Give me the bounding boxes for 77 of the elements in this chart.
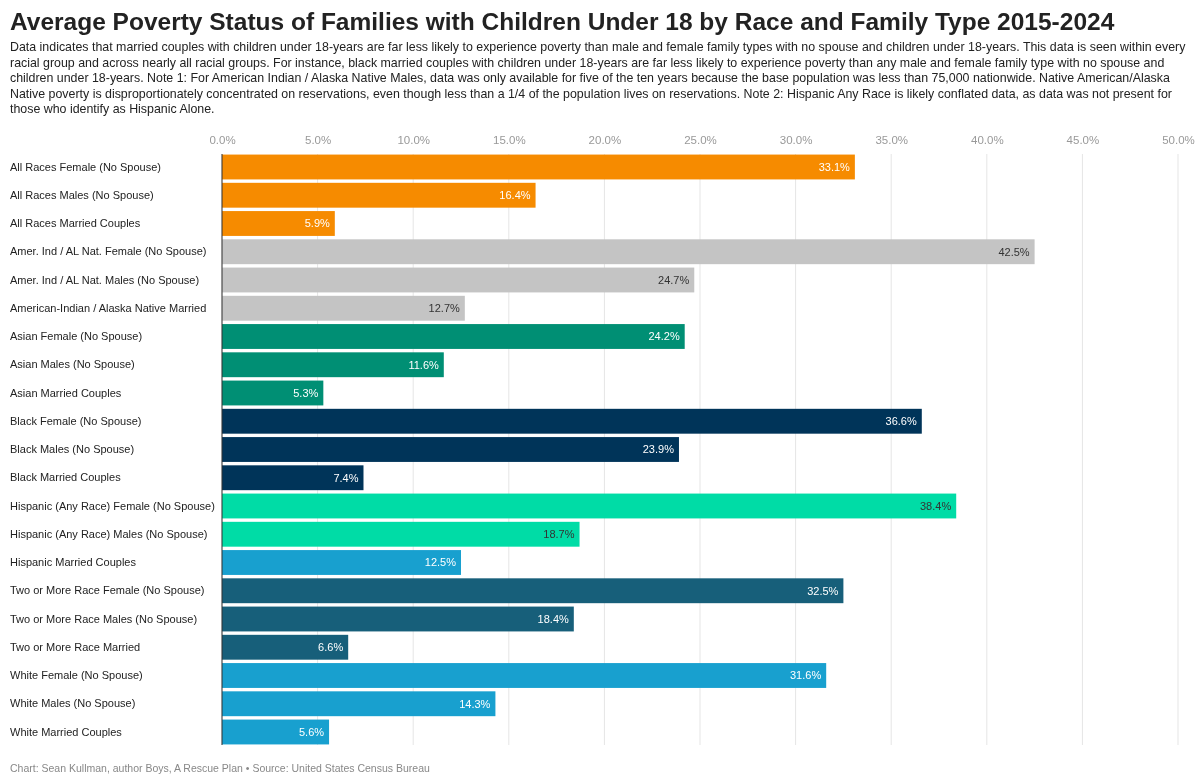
y-tick-label: White Married Couples [10, 725, 123, 738]
y-tick-label: All Races Female (No Spouse) [10, 160, 162, 173]
x-tick-label: 10.0% [397, 134, 430, 146]
y-tick-label: Black Female (No Spouse) [10, 414, 142, 427]
bar [222, 465, 364, 491]
data-label: 7.4% [333, 471, 359, 484]
bar [222, 239, 1035, 265]
y-tick-label: Two or More Race Female (No Spouse) [10, 584, 205, 597]
data-label: 16.4% [499, 189, 531, 202]
x-tick-label: 50.0% [1162, 134, 1195, 146]
x-tick-label: 40.0% [971, 134, 1004, 146]
bar [222, 437, 679, 462]
data-label: 31.6% [789, 669, 822, 682]
y-tick-label: Amer. Ind / AL Nat. Female (No Spouse) [10, 245, 207, 258]
bar [222, 408, 922, 434]
data-label: 24.7% [658, 273, 690, 286]
bar [222, 493, 957, 519]
data-label: 18.7% [543, 528, 575, 541]
y-tick-label: Amer. Ind / AL Nat. Males (No Spouse) [10, 273, 200, 286]
y-tick-label: Asian Female (No Spouse) [10, 330, 143, 343]
data-label: 32.5% [807, 584, 839, 597]
bar [222, 154, 855, 180]
bar [222, 267, 695, 293]
data-label: 5.9% [304, 217, 331, 230]
bar [222, 521, 580, 547]
y-tick-label: White Female (No Spouse) [10, 669, 143, 682]
x-tick-label: 30.0% [779, 134, 813, 146]
bar [222, 663, 827, 688]
bar [222, 380, 324, 406]
bar [222, 634, 349, 660]
bar [222, 606, 574, 632]
data-label: 24.2% [648, 330, 680, 343]
bar [222, 295, 465, 321]
x-tick-label: 45.0% [1066, 134, 1100, 146]
y-tick-label: Hispanic (Any Race) Males (No Spouse) [10, 527, 208, 540]
y-tick-label: Two or More Race Married [10, 640, 141, 653]
y-tick-label: Black Married Couples [10, 471, 122, 484]
y-tick-label: Hispanic Married Couples [10, 556, 137, 569]
data-label: 12.7% [428, 302, 461, 315]
data-label: 6.6% [318, 641, 344, 654]
y-tick-label: American-Indian / Alaska Native Married [10, 301, 207, 314]
y-tick-label: White Males (No Spouse) [10, 697, 136, 710]
chart-subtitle: Data indicates that married couples with children under 18-years are far less likely to experience poverty than male and female family types with no spouse and children under 18-years. This data is seen within every racial group and across nearly all racial groups. For instance, black married couples with children under 18-years are far less likely to experience poverty than any male and female family type with no spouse and children under 18-years. Note 1: For American Indian / Alaska Native Males, data was only available for five of the ten years because the base population was less than 75,000 nationwide. Native American/Alaska Native poverty is disproportionately concentrated on reservations, even though less than a 1/4 of the population lives on reservations. Note 2: Hispanic Any Race is likely conflated data, as data was not present for those who identify as Hispanic Alone. [10, 40, 1187, 118]
bar [222, 550, 461, 575]
x-tick-label: 0.0% [209, 134, 236, 146]
x-tick-label: 35.0% [875, 134, 908, 146]
bar [222, 719, 330, 745]
data-label: 5.6% [298, 725, 325, 738]
y-tick-label: Asian Married Couples [10, 386, 122, 399]
bar [222, 182, 536, 208]
data-label: 18.4% [537, 612, 570, 625]
y-tick-label: All Races Males (No Spouse) [10, 188, 154, 201]
bar [222, 211, 335, 236]
y-tick-label: Hispanic (Any Race) Female (No Spouse) [10, 499, 215, 512]
data-label: 11.6% [408, 358, 440, 371]
y-tick-label: Black Males (No Spouse) [10, 443, 135, 456]
y-tick-label: Two or More Race Males (No Spouse) [10, 612, 198, 625]
y-tick-label: All Races Married Couples [10, 217, 141, 230]
x-tick-label: 20.0% [588, 134, 622, 146]
data-label: 38.4% [920, 499, 952, 512]
x-tick-label: 15.0% [493, 134, 526, 146]
bar [222, 691, 496, 717]
data-label: 12.5% [424, 556, 457, 569]
y-tick-label: Asian Males (No Spouse) [10, 358, 135, 371]
x-tick-label: 5.0% [304, 134, 332, 146]
data-label: 42.5% [998, 245, 1030, 258]
bar [222, 578, 844, 604]
bar [222, 324, 685, 349]
x-tick-label: 25.0% [684, 134, 717, 146]
data-label: 23.9% [642, 443, 675, 456]
chart-title: Average Poverty Status of Families with Children Under 18 by Race and Family Type 2015-2024 [10, 8, 1115, 36]
data-label: 14.3% [459, 697, 491, 710]
text: Chart: Sean Kullman, author Boys, A Rescue Plan • Source: United States Census Bureau [10, 762, 430, 774]
data-label: 33.1% [818, 160, 851, 173]
data-label: 36.6% [885, 415, 917, 428]
data-label: 5.3% [293, 386, 319, 399]
bar [222, 352, 444, 378]
